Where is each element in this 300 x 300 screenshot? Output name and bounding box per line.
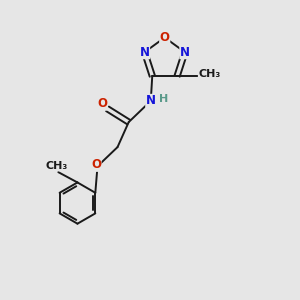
Text: N: N	[180, 46, 190, 59]
Text: O: O	[97, 97, 107, 110]
Text: CH₃: CH₃	[198, 69, 221, 80]
Text: O: O	[91, 158, 101, 171]
Text: CH₃: CH₃	[46, 161, 68, 171]
Text: N: N	[140, 46, 150, 59]
Text: N: N	[146, 94, 156, 107]
Text: O: O	[160, 31, 170, 44]
Text: H: H	[158, 94, 168, 104]
